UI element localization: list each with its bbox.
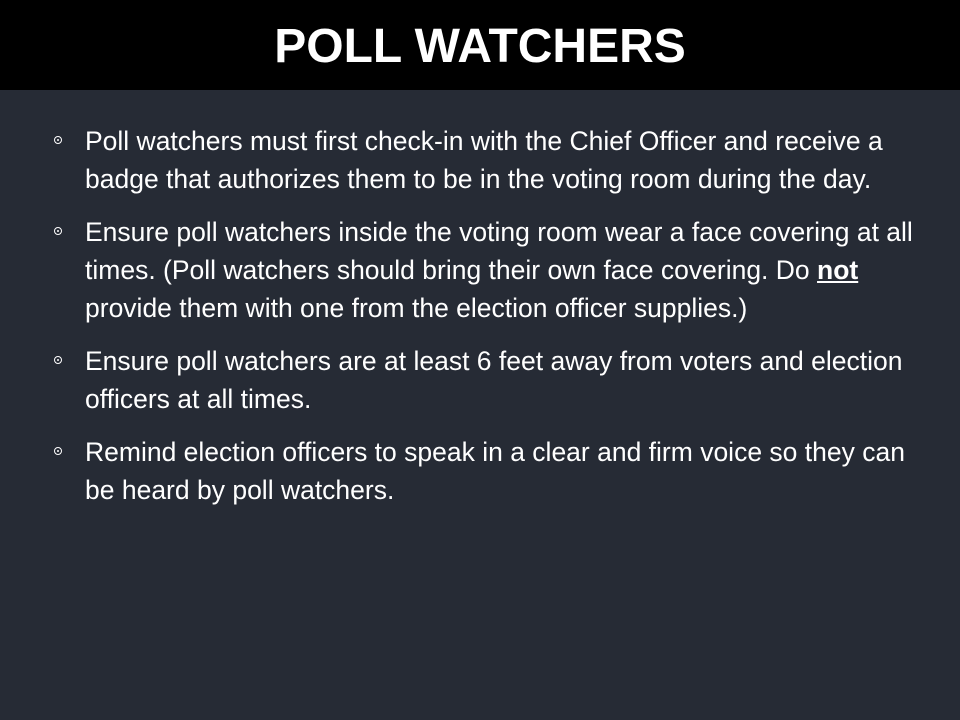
bullet-list: Poll watchers must first check-in with t… [50,122,930,524]
bullet-icon [54,356,62,364]
bullet-text: Poll watchers must first check-in with t… [85,126,883,194]
bullet-text-before: Ensure poll watchers inside the voting r… [85,217,913,285]
bullet-text-after: provide them with one from the election … [85,293,748,323]
bullet-icon [54,136,62,144]
bullet-item: Ensure poll watchers inside the voting r… [50,213,930,327]
bullet-item: Remind election officers to speak in a c… [50,433,930,509]
emphasis-not: not [817,255,859,285]
bullet-icon [54,227,62,235]
bullet-icon [54,447,62,455]
bullet-text: Ensure poll watchers are at least 6 feet… [85,346,903,414]
slide-title: POLL WATCHERS [274,20,686,73]
title-bar: POLL WATCHERS [0,0,960,90]
bullet-item: Ensure poll watchers are at least 6 feet… [50,342,930,418]
bullet-text: Remind election officers to speak in a c… [85,437,905,505]
bullet-item: Poll watchers must first check-in with t… [50,122,930,198]
